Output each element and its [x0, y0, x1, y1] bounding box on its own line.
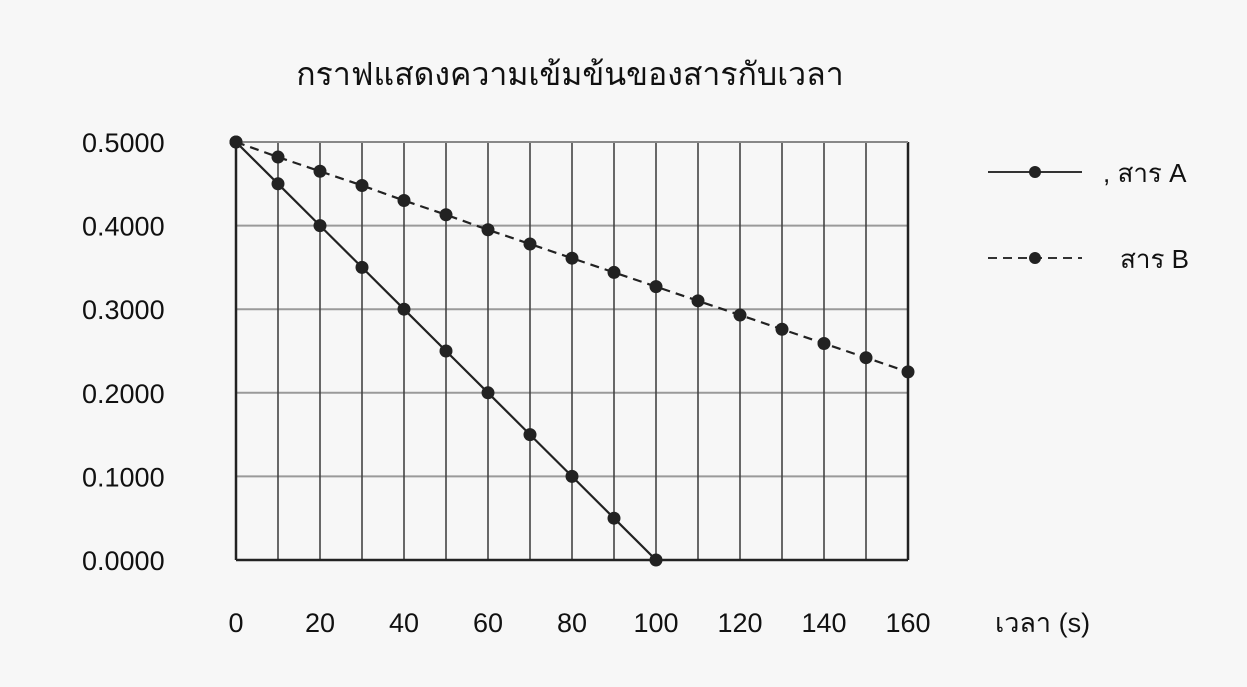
legend-marker-series-a — [1029, 166, 1041, 178]
y-tick-label: 0.2000 — [82, 379, 165, 409]
data-point — [397, 302, 411, 316]
data-point — [565, 251, 579, 265]
data-point — [313, 164, 327, 178]
x-tick-label: 0 — [228, 608, 243, 638]
data-point — [397, 194, 411, 208]
x-tick-label: 120 — [717, 608, 762, 638]
series-layer — [229, 135, 915, 567]
x-tick-label: 20 — [305, 608, 335, 638]
series-line-b — [235, 140, 909, 373]
data-point — [607, 265, 621, 279]
data-point — [901, 365, 915, 379]
chart-title: กราฟแสดงความเข้มข้นของสารกับเวลา — [296, 56, 843, 92]
x-tick-label: 160 — [885, 608, 930, 638]
y-tick-label: 0.5000 — [82, 128, 165, 158]
data-point — [355, 178, 369, 192]
data-point — [649, 280, 663, 294]
data-point — [229, 135, 243, 149]
x-tick-label: 100 — [633, 608, 678, 638]
legend-label-series-b: สาร B — [1120, 244, 1189, 274]
x-tick-label: 60 — [473, 608, 503, 638]
data-point — [481, 223, 495, 237]
data-point — [439, 344, 453, 358]
data-point — [691, 294, 705, 308]
legend-marker-series-b — [1029, 252, 1041, 264]
y-tick-label: 0.1000 — [82, 462, 165, 492]
y-tick-label: 0.0000 — [82, 546, 165, 576]
grid-lines — [236, 141, 908, 561]
data-point — [607, 511, 621, 525]
data-point — [481, 386, 495, 400]
legend-label-series-a: , สาร A — [1103, 158, 1187, 188]
data-point — [775, 322, 789, 336]
data-point — [271, 177, 285, 191]
x-tick-label: 40 — [389, 608, 419, 638]
legend-item-series-b: สาร B — [988, 244, 1189, 274]
data-point — [523, 237, 537, 251]
axes — [234, 141, 910, 562]
data-point — [355, 260, 369, 274]
legend-item-series-a: , สาร A — [988, 158, 1187, 188]
legend: , สาร A สาร B — [988, 158, 1189, 274]
tick-labels: 0.0000 0.1000 0.2000 0.3000 0.4000 0.5000 0 20 4… — [82, 128, 931, 638]
y-tick-label: 0.4000 — [82, 212, 165, 242]
x-tick-label: 140 — [801, 608, 846, 638]
data-point — [271, 150, 285, 164]
data-point — [649, 553, 663, 567]
x-tick-label: 80 — [557, 608, 587, 638]
data-point — [439, 208, 453, 222]
series-b — [229, 135, 915, 379]
y-tick-label: 0.3000 — [82, 295, 165, 325]
x-axis-label: เวลา (s) — [995, 608, 1090, 638]
data-point — [859, 351, 873, 365]
data-point — [565, 469, 579, 483]
data-point — [817, 336, 831, 350]
data-point — [523, 428, 537, 442]
data-point — [733, 308, 747, 322]
data-point — [313, 219, 327, 233]
